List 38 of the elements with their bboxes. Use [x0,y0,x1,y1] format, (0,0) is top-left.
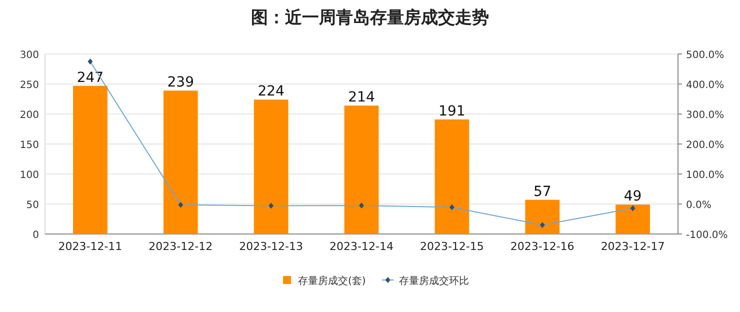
y-tick-label: 50 [26,200,39,211]
x-tick-label: 2023-12-12 [148,240,213,253]
y-tick-label: 250 [20,80,39,91]
y2-tick-label: 400.0% [686,80,724,91]
bar [525,200,560,234]
bar [434,119,470,234]
bar [163,90,198,234]
x-tick-label: 2023-12-15 [420,240,484,253]
legend-label: 存量房成交(套) [298,275,366,287]
y-tick-label: 100 [20,170,39,181]
y2-tick-label: 100.0% [686,170,724,181]
data-label: 57 [533,184,552,200]
y2-tick-label: -100.0% [686,230,728,241]
data-label: 239 [167,74,194,91]
y-tick-label: 150 [20,140,39,151]
data-label: 247 [76,70,104,86]
y2-tick-label: 0.0% [686,200,712,211]
legend-label: 存量房成交环比 [398,275,469,287]
data-label: 191 [438,103,466,120]
bar [73,86,108,234]
x-tick-label: 2023-12-16 [510,240,574,253]
y2-tick-label: 300.0% [686,110,724,121]
data-label: 49 [624,188,642,205]
x-tick-label: 2023-12-13 [239,240,304,253]
bar [344,106,379,234]
data-label: 214 [348,90,375,106]
x-tick-label: 2023-12-11 [58,240,122,253]
chart-title: 图：近一周青岛存量房成交走势 [251,8,489,28]
y-tick-label: 200 [20,110,39,121]
y2-tick-label: 500.0% [686,50,724,61]
bar [616,204,650,234]
x-tick-label: 2023-12-17 [600,240,665,253]
data-label: 224 [258,84,285,100]
y2-tick-label: 200.0% [686,140,724,151]
x-tick-label: 2023-12-14 [330,240,394,253]
y-tick-label: 0 [32,230,39,241]
bar [254,100,288,234]
y-tick-label: 300 [20,50,39,61]
